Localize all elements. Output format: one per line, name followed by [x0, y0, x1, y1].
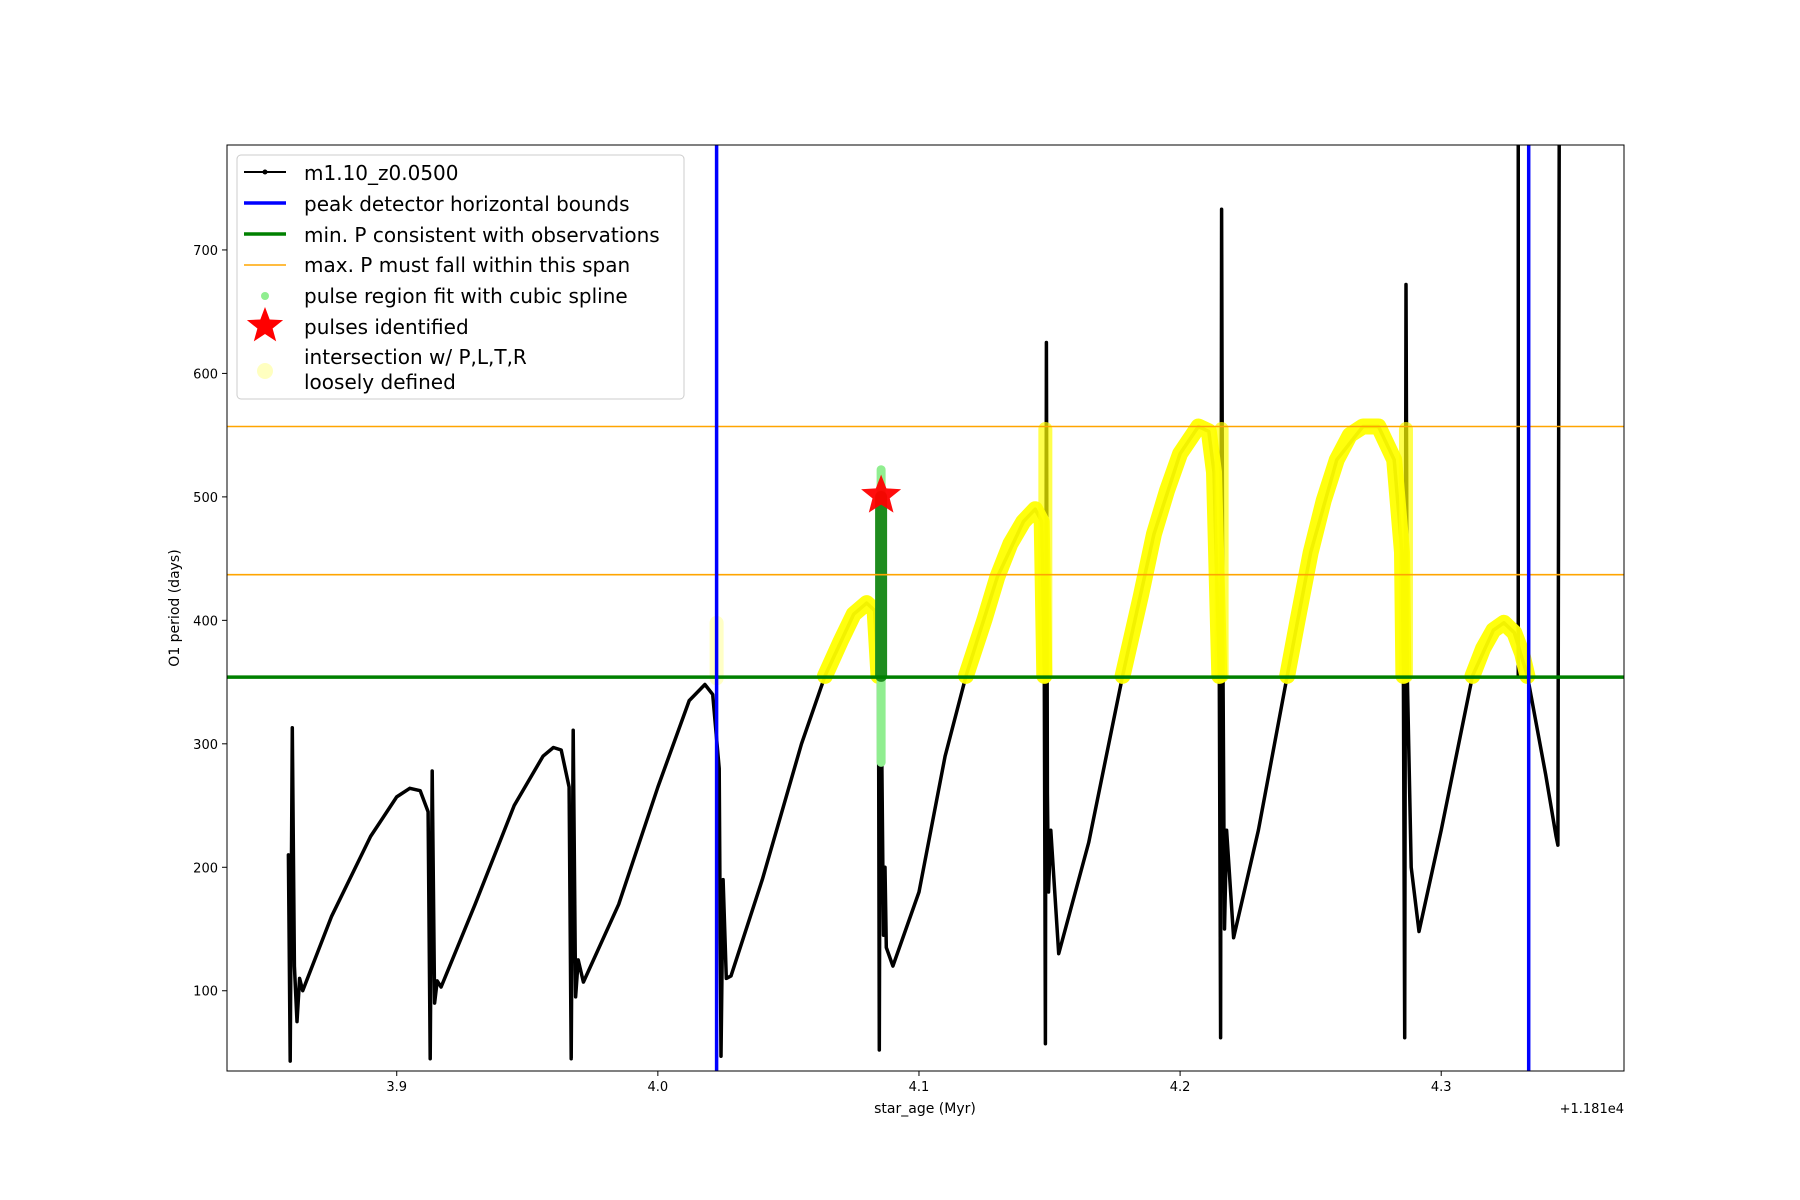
y-tick-label: 100	[193, 985, 218, 1000]
legend-label-model: m1.10_z0.0500	[304, 161, 459, 185]
legend-label-pulses: pulses identified	[304, 315, 469, 339]
x-tick-label: 4.3	[1431, 1080, 1452, 1095]
legend-label-bounds: peak detector horizontal bounds	[304, 192, 630, 216]
y-tick-label: 600	[193, 367, 218, 382]
legend-swatch-intersection	[257, 363, 273, 379]
y-tick-label: 200	[193, 861, 218, 876]
legend: m1.10_z0.0500 peak detector horizontal b…	[236, 154, 685, 400]
legend-swatch-spline	[261, 292, 269, 300]
legend-label-spline: pulse region fit with cubic spline	[304, 284, 628, 308]
legend-box	[236, 154, 685, 400]
highlight-segment-5	[1464, 614, 1536, 684]
x-tick-label: 4.1	[909, 1080, 930, 1095]
x-tick-label: 3.9	[386, 1080, 407, 1095]
y-tick-label: 400	[193, 614, 218, 629]
pulse-star-1	[861, 474, 902, 513]
legend-label-max-period: max. P must fall within this span	[304, 253, 630, 277]
legend-label-intersection-2: loosely defined	[304, 370, 456, 394]
legend-label-intersection-1: intersection w/ P,L,T,R	[304, 345, 527, 369]
legend-swatch-pulse-star	[246, 307, 284, 342]
x-offset-label: +1.181e4	[1560, 1102, 1624, 1117]
y-tick-label: 300	[193, 738, 218, 753]
y-tick-label: 700	[193, 244, 218, 259]
plot-frame	[226, 144, 1625, 1072]
x-tick-label: 4.2	[1170, 1080, 1191, 1095]
y-axis-label: O1 period (days)	[167, 549, 183, 666]
legend-swatch-model-marker	[262, 169, 268, 175]
x-tick-label: 4.0	[648, 1080, 669, 1095]
x-axis-label: star_age (Myr)	[874, 1101, 976, 1117]
y-tick-label: 500	[193, 491, 218, 506]
legend-label-min-period: min. P consistent with observations	[304, 223, 660, 247]
